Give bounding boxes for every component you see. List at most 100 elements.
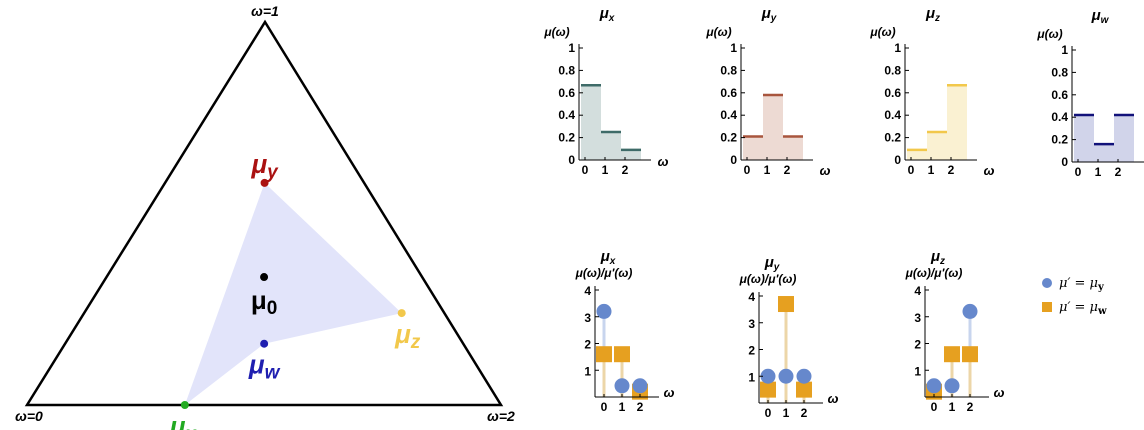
chart-title: μw <box>1091 7 1110 26</box>
x-tick-label: 1 <box>928 163 935 177</box>
y-axis-label: μ(ω) <box>705 25 731 39</box>
chart-title-sub: z <box>939 256 945 267</box>
y-axis-label: μ(ω) <box>543 25 569 39</box>
x-axis-label: ω <box>994 385 1005 400</box>
vertex-label-2: ω=2 <box>487 408 515 424</box>
y-axis-label: μ(ω) <box>1036 27 1062 41</box>
point-mu_x <box>180 401 189 409</box>
chart-title-sub: y <box>773 262 780 273</box>
y-tick-label: 0.6 <box>720 86 737 100</box>
chart-panel-1: 00.20.40.60.810 1 2μ(ω)ωμy <box>705 5 830 178</box>
y-tick-label: 0.2 <box>884 131 901 145</box>
y-tick-label: 2 <box>748 344 755 358</box>
x-tick-label: 1 <box>602 163 609 177</box>
y-tick-label: 1 <box>1061 43 1068 57</box>
legend-sub: y <box>1097 282 1105 293</box>
x-tick-label: 0 <box>931 400 938 414</box>
chart-title: μy <box>761 5 777 24</box>
legend-text: μ′ = μ <box>1059 276 1098 291</box>
y-axis-label: μ(ω)/μ′(ω) <box>739 272 797 286</box>
chart-title: μx <box>599 5 615 24</box>
square-marker-1 <box>778 296 794 313</box>
point-mu_y <box>260 178 269 187</box>
x-tick-label: 1 <box>764 163 771 177</box>
y-tick-label: 0.6 <box>884 86 901 100</box>
x-axis-label: ω <box>828 391 839 406</box>
x-axis-label: ω <box>984 163 995 178</box>
y-tick-label: 0.4 <box>1051 110 1068 124</box>
y-axis-label: μ(ω)/μ′(ω) <box>575 266 633 280</box>
bar-2 <box>783 136 803 160</box>
x-tick-label: 1 <box>619 400 626 414</box>
y-tick-label: 0.2 <box>558 131 575 145</box>
y-axis-label: μ(ω) <box>869 25 895 39</box>
square-marker-0 <box>760 381 776 398</box>
y-tick-label: 1 <box>730 41 737 55</box>
circle-marker-2 <box>632 378 648 394</box>
legend-square-marker <box>1042 302 1052 312</box>
y-tick-label: 1 <box>584 364 591 378</box>
chart-title-sub: w <box>1101 15 1110 26</box>
x-tick-label: 0 <box>765 406 772 420</box>
y-tick-label: 3 <box>584 311 591 325</box>
x-axis-label: ω <box>820 163 831 178</box>
x-tick-label: 0 <box>744 163 751 177</box>
y-tick-label: 0 <box>730 153 737 167</box>
chart-title: μx <box>600 248 616 267</box>
y-tick-label: 2 <box>584 338 591 352</box>
simplex-triangle <box>24 19 504 407</box>
y-tick-label: 0 <box>894 153 901 167</box>
chart-title-base: μ <box>925 5 935 22</box>
x-tick-label: 2 <box>622 163 629 177</box>
chart-title-sub: z <box>934 13 940 24</box>
circle-marker-1 <box>614 378 630 394</box>
x-tick-label: 1 <box>783 406 790 420</box>
chart-title-sub: y <box>770 13 777 24</box>
legend-sub: w <box>1097 306 1107 317</box>
legend-entry-0: μ′ = μy <box>1059 276 1105 293</box>
x-tick-label: 1 <box>1095 165 1102 179</box>
circle-marker-2 <box>796 368 812 384</box>
chart-title-sub: x <box>609 256 616 267</box>
bar-0 <box>907 149 927 160</box>
x-tick-label: 0 <box>1075 165 1082 179</box>
y-tick-label: 2 <box>914 338 921 352</box>
square-marker-0 <box>596 346 612 363</box>
bar-0 <box>1074 114 1094 162</box>
y-tick-label: 0.2 <box>720 131 737 145</box>
y-tick-label: 4 <box>584 284 591 298</box>
y-tick-label: 4 <box>914 284 921 298</box>
y-tick-label: 0.8 <box>720 63 737 77</box>
chart-title-base: μ <box>764 254 774 271</box>
label-mu_0: μ0 <box>251 285 278 319</box>
chart-title-base: μ <box>600 248 610 265</box>
chart-title-base: μ <box>1091 7 1101 24</box>
label-mu_z-base: μ <box>394 319 411 349</box>
x-tick-label: 2 <box>637 400 644 414</box>
label-mu_0-base: μ <box>251 285 267 315</box>
square-marker-1 <box>614 346 630 363</box>
chart-title: μz <box>925 5 940 24</box>
circle-marker-1 <box>944 378 960 394</box>
y-tick-label: 0 <box>568 153 575 167</box>
bar-0 <box>743 136 763 160</box>
x-tick-label: 2 <box>967 400 974 414</box>
chart-title-sub: x <box>608 13 615 24</box>
bar-1 <box>763 95 783 160</box>
label-mu_w-sub: w <box>265 363 281 384</box>
y-tick-label: 1 <box>568 41 575 55</box>
chart-title: μy <box>764 254 780 273</box>
y-tick-label: 0.8 <box>884 63 901 77</box>
chart-title-base: μ <box>599 5 609 22</box>
chart-panel-2: 00.20.40.60.810 1 2μ(ω)ωμz <box>869 5 994 178</box>
square-marker-2 <box>962 346 978 363</box>
bar-1 <box>927 132 947 160</box>
y-tick-label: 0.4 <box>558 108 575 122</box>
convex-hull <box>184 182 402 405</box>
bar-2 <box>947 85 967 160</box>
